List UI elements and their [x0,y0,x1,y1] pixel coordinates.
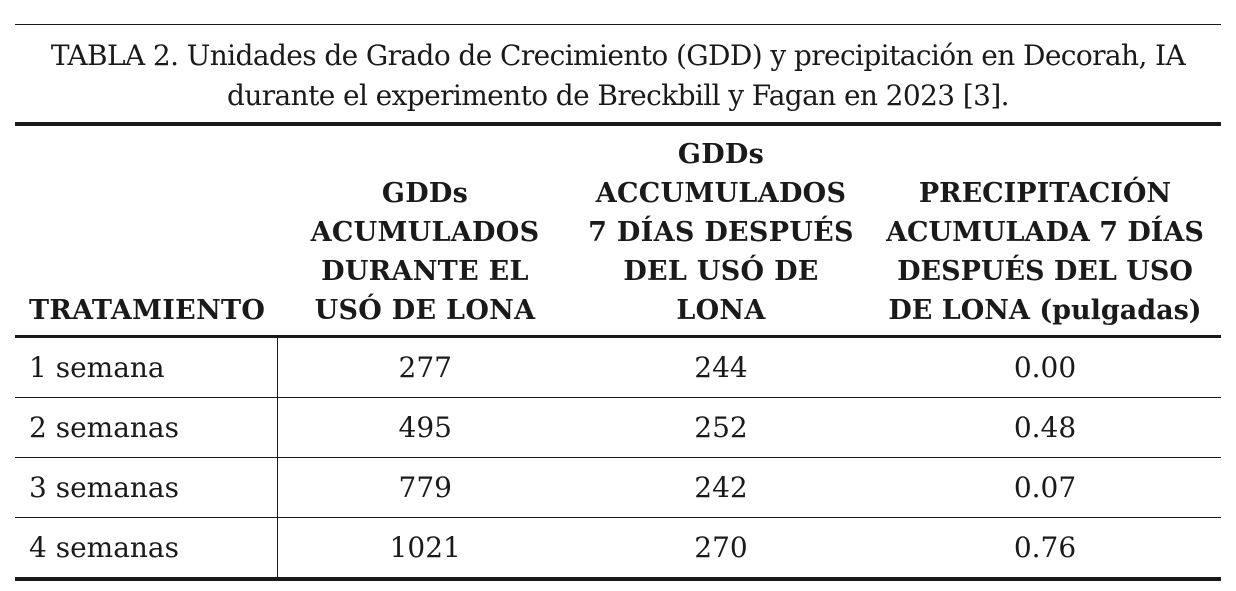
header-line: GDDs [381,178,469,209]
header-line: LONA [676,295,766,326]
cell-gdds-7-dias: 244 [573,336,869,398]
header-line: DESPUÉS DEL USO [897,256,1193,287]
header-line: ACUMULADA 7 DÍAS [886,217,1204,248]
cell-precipitacion: 0.00 [869,336,1221,398]
table-row: 3 semanas 779 242 0.07 [15,457,1221,518]
table-caption: TABLA 2. Unidades de Grado de Crecimient… [15,24,1221,122]
header-precipitacion: PRECIPITACIÓN ACUMULADA 7 DÍAS DESPUÉS D… [869,124,1221,338]
data-table: TRATAMIENTO GDDs ACUMULADOS DURANTE EL U… [15,122,1221,581]
cell-gdds-durante: 495 [277,397,573,458]
table-figure: TABLA 2. Unidades de Grado de Crecimient… [15,24,1221,581]
table-row: 2 semanas 495 252 0.48 [15,397,1221,458]
cell-gdds-7-dias: 252 [573,397,869,458]
cell-tratamiento: 3 semanas [15,457,278,518]
header-line: DURANTE EL [321,256,529,287]
header-line: 7 DÍAS DESPUÉS [588,217,854,248]
table-row: 1 semana 277 244 0.00 [15,336,1221,398]
header-line: PRECIPITACIÓN [918,178,1172,209]
header-line: USÓ DE LONA [314,295,536,326]
header-line: DE LONA (pulgadas) [888,295,1202,326]
header-line: ACCUMULADOS [595,178,847,209]
header-line: TRATAMIENTO [29,295,266,326]
cell-gdds-durante: 277 [277,336,573,398]
header-gdds-7-dias: GDDs ACCUMULADOS 7 DÍAS DESPUÉS DEL USÓ … [573,124,869,338]
cell-gdds-7-dias: 242 [573,457,869,518]
header-tratamiento: TRATAMIENTO [15,124,277,338]
caption-line-2: durante el experimento de Breckbill y Fa… [227,79,1010,112]
cell-gdds-durante: 779 [277,457,573,518]
header-line: DEL USÓ DE [623,256,819,287]
header-line: GDDs [677,139,765,170]
table-row: 4 semanas 1021 270 0.76 [15,517,1221,579]
cell-gdds-7-dias: 270 [694,531,748,564]
header-row: TRATAMIENTO GDDs ACUMULADOS DURANTE EL U… [15,124,1221,338]
header-line: ACUMULADOS [310,217,540,248]
cell-precipitacion: 0.76 [1013,531,1077,564]
cell-gdds-durante: 1021 [389,531,461,564]
cell-precipitacion: 0.07 [869,457,1221,518]
cell-tratamiento: 2 semanas [15,397,278,458]
cell-tratamiento: 1 semana [15,336,278,398]
cell-tratamiento: 4 semanas [15,517,278,579]
cell-precipitacion: 0.48 [869,397,1221,458]
header-gdds-durante-lona: GDDs ACUMULADOS DURANTE EL USÓ DE LONA [277,124,573,338]
caption-line-1: TABLA 2. Unidades de Grado de Crecimient… [50,39,1186,72]
